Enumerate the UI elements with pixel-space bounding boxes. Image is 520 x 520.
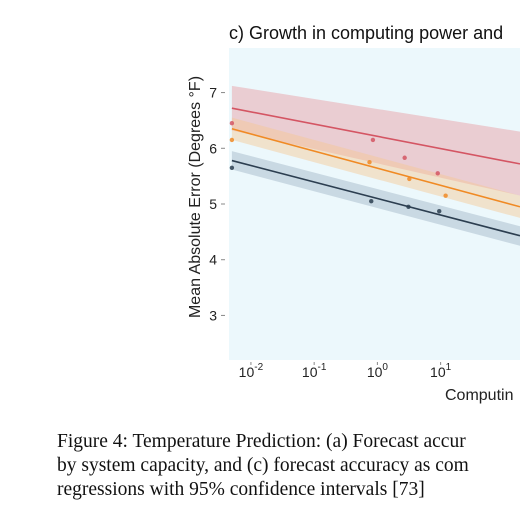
caption-line-1: Figure 4: Temperature Prediction: (a) Fo… (57, 431, 466, 452)
x-tick-label: 10-2 (239, 362, 264, 380)
x-axis-ticks: 10-2 10-1 100 101 (239, 362, 452, 380)
regression-lines (231, 107, 520, 237)
data-point-3-2 (369, 199, 374, 204)
y-tick-label: 4 (209, 252, 217, 268)
caption-line-3: regressions with 95% confidence interval… (57, 479, 425, 500)
data-point-3-1 (229, 165, 235, 170)
data-point-1-3 (402, 155, 407, 160)
regression-line-2 (231, 128, 520, 208)
figure-caption: Figure 4: Temperature Prediction: (a) Fo… (57, 430, 520, 502)
y-tick-label: 7 (209, 85, 217, 101)
x-axis-label: Computin (445, 387, 513, 404)
data-point-3-3 (406, 204, 411, 209)
regression-line-1 (231, 107, 520, 165)
data-point-2-3 (407, 176, 412, 182)
y-axis-ticks: 3 4 5 6 7 (209, 85, 225, 323)
data-point-3-4 (437, 209, 442, 214)
chart: c) Growth in computing power and 3 4 5 6 7 1… (187, 23, 520, 404)
data-point-1-1 (229, 121, 235, 126)
data-point-2-4 (443, 193, 448, 198)
data-point-2-1 (229, 137, 235, 143)
y-tick-label: 5 (209, 196, 217, 212)
caption-line-2: by system capacity, and (c) forecast acc… (57, 455, 469, 476)
data-point-1-2 (370, 137, 376, 143)
data-points (229, 121, 448, 214)
confidence-band-1 (231, 85, 520, 196)
chart-title: c) Growth in computing power and (229, 23, 503, 43)
data-point-1-4 (435, 171, 440, 176)
data-point-2-2 (367, 160, 372, 165)
x-tick-label: 100 (367, 362, 389, 380)
x-tick-label: 101 (430, 362, 452, 380)
y-tick-label: 3 (209, 307, 217, 323)
x-tick-label: 10-1 (302, 362, 327, 380)
regression-line-3 (231, 159, 520, 237)
y-axis-label: Mean Absolute Error (Degrees °F) (187, 76, 204, 318)
plot-background (229, 48, 520, 360)
y-tick-label: 6 (209, 140, 217, 156)
